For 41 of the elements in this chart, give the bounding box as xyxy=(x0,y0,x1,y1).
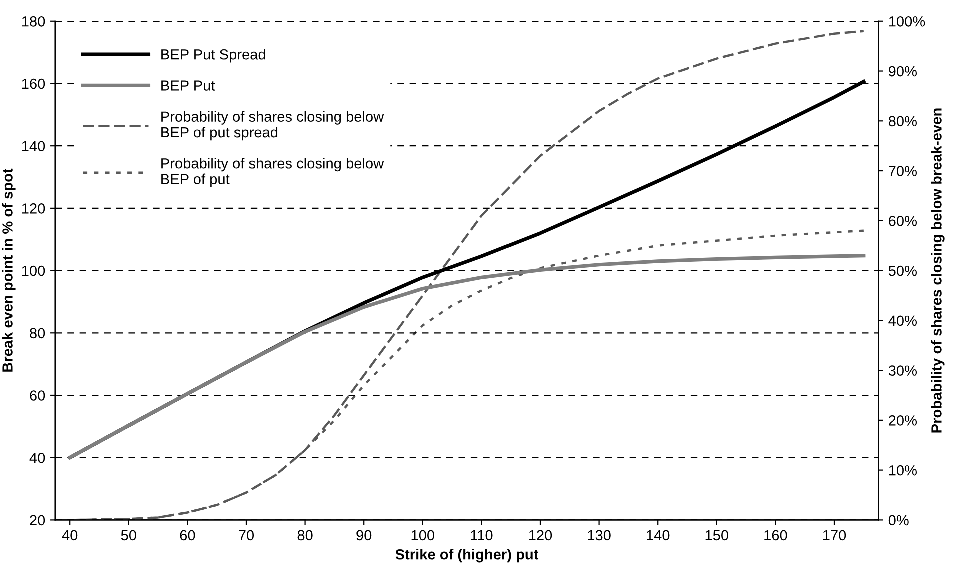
x-axis-title: Strike of (higher) put xyxy=(396,549,539,563)
y2-tick-label: 30% xyxy=(888,366,917,376)
x-tick-label: 40 xyxy=(62,530,78,541)
y2-tick-label: 80% xyxy=(888,116,917,127)
x-tick-label: 50 xyxy=(121,530,136,541)
y-tick-label: 180 xyxy=(22,16,46,27)
y-tick-label: 120 xyxy=(22,204,46,214)
x-tick-label: 70 xyxy=(239,530,254,541)
x-tick-label: 90 xyxy=(356,530,372,541)
y-tick-label: 160 xyxy=(22,78,46,90)
x-tick-label: 60 xyxy=(180,530,196,541)
x-tick-label: 100 xyxy=(412,530,434,541)
x-tick-label: 120 xyxy=(529,530,552,541)
y-axis-title: Break even point in % of spot xyxy=(2,168,16,372)
y-tick-label: 80 xyxy=(30,328,46,339)
x-tick-label: 150 xyxy=(706,530,728,541)
y2-tick-label: 60% xyxy=(889,216,917,226)
y-tick-label: 40 xyxy=(30,452,46,464)
legend-label: BEP Put xyxy=(162,80,216,91)
y2-axis-title: Probability of shares closing below break-even xyxy=(931,108,945,433)
x-tick-label: 160 xyxy=(764,530,788,541)
y2-tick-label: 40% xyxy=(888,316,917,326)
y-tick-label: 140 xyxy=(22,141,46,152)
y2-tick-label: 20% xyxy=(889,416,917,426)
y2-tick-label: 70% xyxy=(889,166,917,176)
legend-label: Probability of shares closing below BEP of put spread xyxy=(162,111,384,141)
x-tick-label: 170 xyxy=(823,530,846,541)
legend-label: Probability of shares closing below BEP of put xyxy=(162,158,384,188)
x-tick-label: 130 xyxy=(588,530,611,541)
legend-label: BEP Put Spread xyxy=(162,49,266,63)
x-tick-label: 80 xyxy=(298,530,313,541)
y-tick-label: 20 xyxy=(30,515,46,526)
y2-tick-label: 0% xyxy=(888,515,909,526)
y-tick-label: 100 xyxy=(22,266,46,276)
x-tick-label: 140 xyxy=(647,530,670,541)
y2-tick-label: 50% xyxy=(888,266,917,276)
x-tick-label: 110 xyxy=(471,530,493,541)
y2-tick-label: 90% xyxy=(889,66,917,77)
y2-tick-label: 10% xyxy=(889,465,917,476)
y2-tick-label: 100% xyxy=(889,16,926,27)
y-tick-label: 60 xyxy=(30,390,46,401)
